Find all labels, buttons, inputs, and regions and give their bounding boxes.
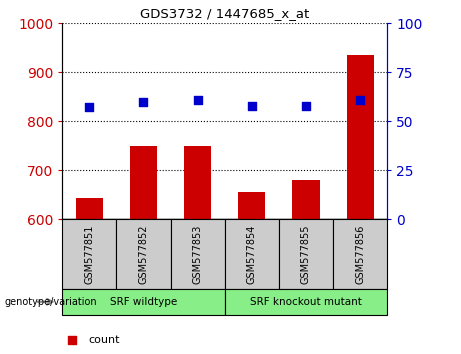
Point [356, 97, 364, 102]
Point [140, 99, 147, 104]
Point [86, 105, 93, 110]
Text: GSM577852: GSM577852 [138, 224, 148, 284]
Bar [130, 146, 157, 219]
Bar [279, 219, 333, 289]
Bar [184, 146, 211, 219]
Point [302, 103, 310, 108]
Bar [347, 55, 374, 219]
Text: GSM577855: GSM577855 [301, 224, 311, 284]
Bar [62, 289, 225, 315]
Text: SRF knockout mutant: SRF knockout mutant [250, 297, 362, 307]
Point [248, 103, 255, 108]
Text: count: count [88, 335, 120, 344]
Text: GSM577856: GSM577856 [355, 224, 365, 284]
Bar [171, 219, 225, 289]
Bar [62, 219, 116, 289]
Bar [292, 180, 319, 219]
Text: GSM577854: GSM577854 [247, 224, 257, 284]
Point [68, 337, 76, 342]
Bar [116, 219, 171, 289]
Bar [333, 219, 387, 289]
Text: GSM577853: GSM577853 [193, 224, 203, 284]
Text: SRF wildtype: SRF wildtype [110, 297, 177, 307]
Bar [238, 193, 266, 219]
Bar [225, 289, 387, 315]
Bar [225, 219, 279, 289]
Point [194, 97, 201, 102]
Text: GSM577851: GSM577851 [84, 224, 95, 284]
Bar [76, 198, 103, 219]
Text: genotype/variation: genotype/variation [5, 297, 97, 307]
Title: GDS3732 / 1447685_x_at: GDS3732 / 1447685_x_at [140, 7, 309, 21]
